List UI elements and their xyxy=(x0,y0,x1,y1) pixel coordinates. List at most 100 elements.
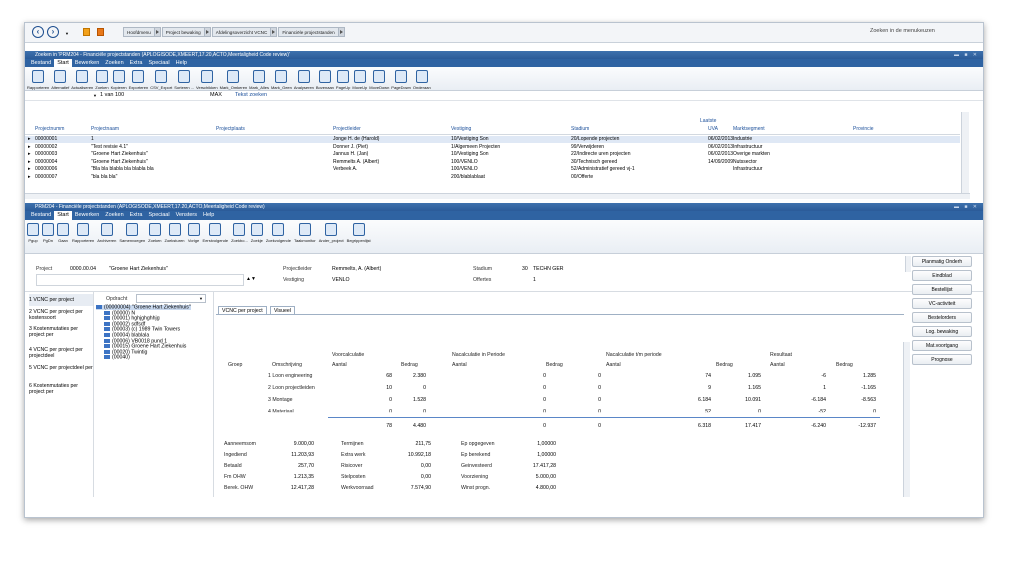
tree-node[interactable]: (00004) blablala xyxy=(104,333,149,338)
column-header[interactable]: Marktsegment xyxy=(733,126,765,132)
back-icon[interactable]: ‹ xyxy=(32,26,44,38)
header-scroll[interactable] xyxy=(905,256,911,272)
chevron-down-icon[interactable]: ▼ xyxy=(65,31,69,36)
side-action-button[interactable]: Bestellijst xyxy=(912,284,972,295)
side-action-button[interactable]: Planmatig Onderh xyxy=(912,256,972,267)
column-header[interactable]: Vestiging xyxy=(451,126,472,132)
menu-item[interactable]: Bestand xyxy=(31,60,52,66)
side-action-button[interactable]: Mat.voortgang xyxy=(912,340,972,351)
toolbar-button[interactable]: Rapporteren xyxy=(72,220,94,253)
toolbar-button[interactable]: Analyseren xyxy=(294,67,314,90)
table-row[interactable]: ▸ 00000001 1 Jonge H. de (Harold) 10/Vestigi… xyxy=(25,136,960,143)
report-list-item[interactable]: 2 VCNC per project per kostensoort xyxy=(29,309,83,321)
side-action-button[interactable]: Prognose xyxy=(912,354,972,365)
toolbar-button[interactable]: Onderaan xyxy=(413,67,431,90)
table-row[interactable]: ▸ 00000003 "Groene Hart Ziekenhuis" Jannus … xyxy=(25,151,960,158)
side-action-button[interactable]: Log. bewaking xyxy=(912,326,972,337)
table-row[interactable]: ▸ 00000002 "Test revisie 4.1" Donner J. (Pi… xyxy=(25,144,960,151)
report-list-item[interactable]: 3 Kostenmutaties per project per xyxy=(29,326,79,338)
tree-node[interactable]: (00000) N xyxy=(104,310,135,316)
menu-item[interactable]: Zoeken xyxy=(105,212,124,218)
table-vertical-scrollbar[interactable] xyxy=(903,342,910,497)
toolbar-button[interactable]: Mark_Omkeren xyxy=(220,67,247,90)
forward-icon[interactable]: › xyxy=(47,26,59,38)
project-memo[interactable] xyxy=(36,274,244,286)
grid-horizontal-scrollbar[interactable] xyxy=(25,193,970,199)
toolbar-button[interactable]: Taakmonitor xyxy=(294,220,316,253)
side-action-button[interactable]: VC-activiteit xyxy=(912,298,972,309)
toolbar-button[interactable]: Alternatief xyxy=(51,67,69,90)
tree-node[interactable]: (00001) hghjghghhjg xyxy=(104,316,160,321)
toolbar-button[interactable]: Zoeken xyxy=(148,220,162,253)
toolbar-button[interactable]: MoveDown xyxy=(369,67,389,90)
menu-item[interactable]: Help xyxy=(203,212,215,218)
favorites-icon[interactable] xyxy=(97,28,104,36)
toolbar-button[interactable]: Mark_Alles xyxy=(249,67,269,90)
menu-item[interactable]: Bewerken xyxy=(74,60,100,66)
tree-node[interactable]: (00000004) "Groene Hart Ziekenhuis" xyxy=(96,305,191,311)
side-action-button[interactable]: Eindblad xyxy=(912,270,972,281)
toolbar-button[interactable]: Rapporteren xyxy=(27,67,49,90)
tree-node[interactable]: (00020) Twintig xyxy=(104,350,147,355)
side-action-button[interactable]: Bestelorders xyxy=(912,312,972,323)
table-row[interactable]: ▸ 00000004 "Groene Hart Ziekenhuis" Remmelt… xyxy=(25,159,960,166)
column-header[interactable]: Stadium xyxy=(571,126,590,132)
toolbar-button[interactable]: Gaan xyxy=(57,220,69,253)
menu-item[interactable]: Bestand xyxy=(31,212,52,218)
window-controls[interactable]: ▬ ■ ✕ xyxy=(954,52,979,58)
toolbar-button[interactable]: CSV_Export xyxy=(150,67,172,90)
toolbar-button[interactable]: Eerstvolgende xyxy=(203,220,228,253)
menu-item[interactable]: Extra xyxy=(129,60,143,66)
toolbar-button[interactable]: Bovenaan xyxy=(316,67,334,90)
breadcrumb-item[interactable]: Financiële projectstanden xyxy=(278,27,339,37)
toolbar-button[interactable]: Actualiseren xyxy=(71,67,93,90)
project-number[interactable]: 0000.00.04 xyxy=(70,266,96,272)
tree-node[interactable]: (00015) Groene Hart Ziekenhuis xyxy=(104,344,186,349)
menu-item[interactable]: Extra xyxy=(129,212,143,218)
toolbar-button[interactable]: Verschikken xyxy=(196,67,218,90)
toolbar-button[interactable]: Kopieren xyxy=(111,67,127,90)
report-list-item[interactable]: 1 VCNC per project xyxy=(29,294,93,306)
toolbar-button[interactable]: Zoeksturen xyxy=(165,220,185,253)
toolbar-button[interactable]: Zoekvolgende xyxy=(266,220,291,253)
toolbar-button[interactable]: Zoeken xyxy=(95,67,109,90)
memo-scroll-icon[interactable]: ▲▼ xyxy=(246,276,256,282)
report-list-item[interactable]: 6 Kostenmutaties per project per xyxy=(29,383,79,395)
table-row[interactable]: ▸ 00000006 "Bla bla blabla bla blabla bla V… xyxy=(25,166,960,173)
column-header[interactable]: Projectnumm xyxy=(35,126,65,132)
text-search-link[interactable]: Tekst zoeken xyxy=(235,92,268,98)
tree-node[interactable]: (00002) sdfsdf xyxy=(104,322,145,327)
breadcrumb-item[interactable]: Project bewaking xyxy=(161,27,205,37)
menu-item[interactable]: Speciaal xyxy=(148,212,170,218)
menu-item[interactable]: Vensters xyxy=(175,212,197,218)
toolbar-button[interactable]: Ander_project xyxy=(319,220,344,253)
toolbar-button[interactable]: PageDown xyxy=(391,67,411,90)
toolbar-button[interactable]: Begrippenlijst xyxy=(347,220,371,253)
menu-item[interactable]: Zoeken xyxy=(105,60,124,66)
tree-node[interactable]: (00040) xyxy=(104,355,130,360)
toolbar-button[interactable]: Samenvoegen xyxy=(119,220,145,253)
toolbar-button[interactable]: Mark_Geen xyxy=(271,67,292,90)
tree-node[interactable]: (00006) VB0018 pund 1 xyxy=(104,338,167,344)
breadcrumb-item[interactable]: Afdelingsoverzicht VCNC xyxy=(211,27,272,37)
toolbar-button[interactable]: Pgup xyxy=(27,220,39,253)
report-list-item[interactable]: 4 VCNC per project per projectdeel xyxy=(29,347,83,359)
toolbar-button[interactable]: MoveUp xyxy=(352,67,367,90)
column-header[interactable]: Provincie xyxy=(853,126,874,132)
home-icon[interactable] xyxy=(83,28,90,36)
column-header[interactable]: Projectplaats xyxy=(216,126,245,132)
menu-item[interactable]: Bewerken xyxy=(74,212,100,218)
menu-item[interactable]: Help xyxy=(175,60,187,66)
toolbar-button[interactable]: Exporteren xyxy=(129,67,148,90)
tab[interactable]: VCNC per project xyxy=(218,306,267,314)
dropdown-icon[interactable]: ▼ xyxy=(93,93,97,98)
column-header[interactable]: Projectnaam xyxy=(91,126,120,132)
toolbar-button[interactable]: Zoekbo... xyxy=(231,220,248,253)
menu-search-input[interactable]: Zoeken in de menukeuzen xyxy=(870,28,935,34)
column-header[interactable]: UVA xyxy=(708,126,718,132)
tab[interactable]: Visueel xyxy=(270,306,295,314)
toolbar-button[interactable]: Archiveren xyxy=(97,220,116,253)
menu-item[interactable]: Speciaal xyxy=(148,60,170,66)
breadcrumb-item[interactable]: Hoofdmenu xyxy=(123,27,155,37)
opdracht-select[interactable]: ▼ xyxy=(136,294,206,303)
